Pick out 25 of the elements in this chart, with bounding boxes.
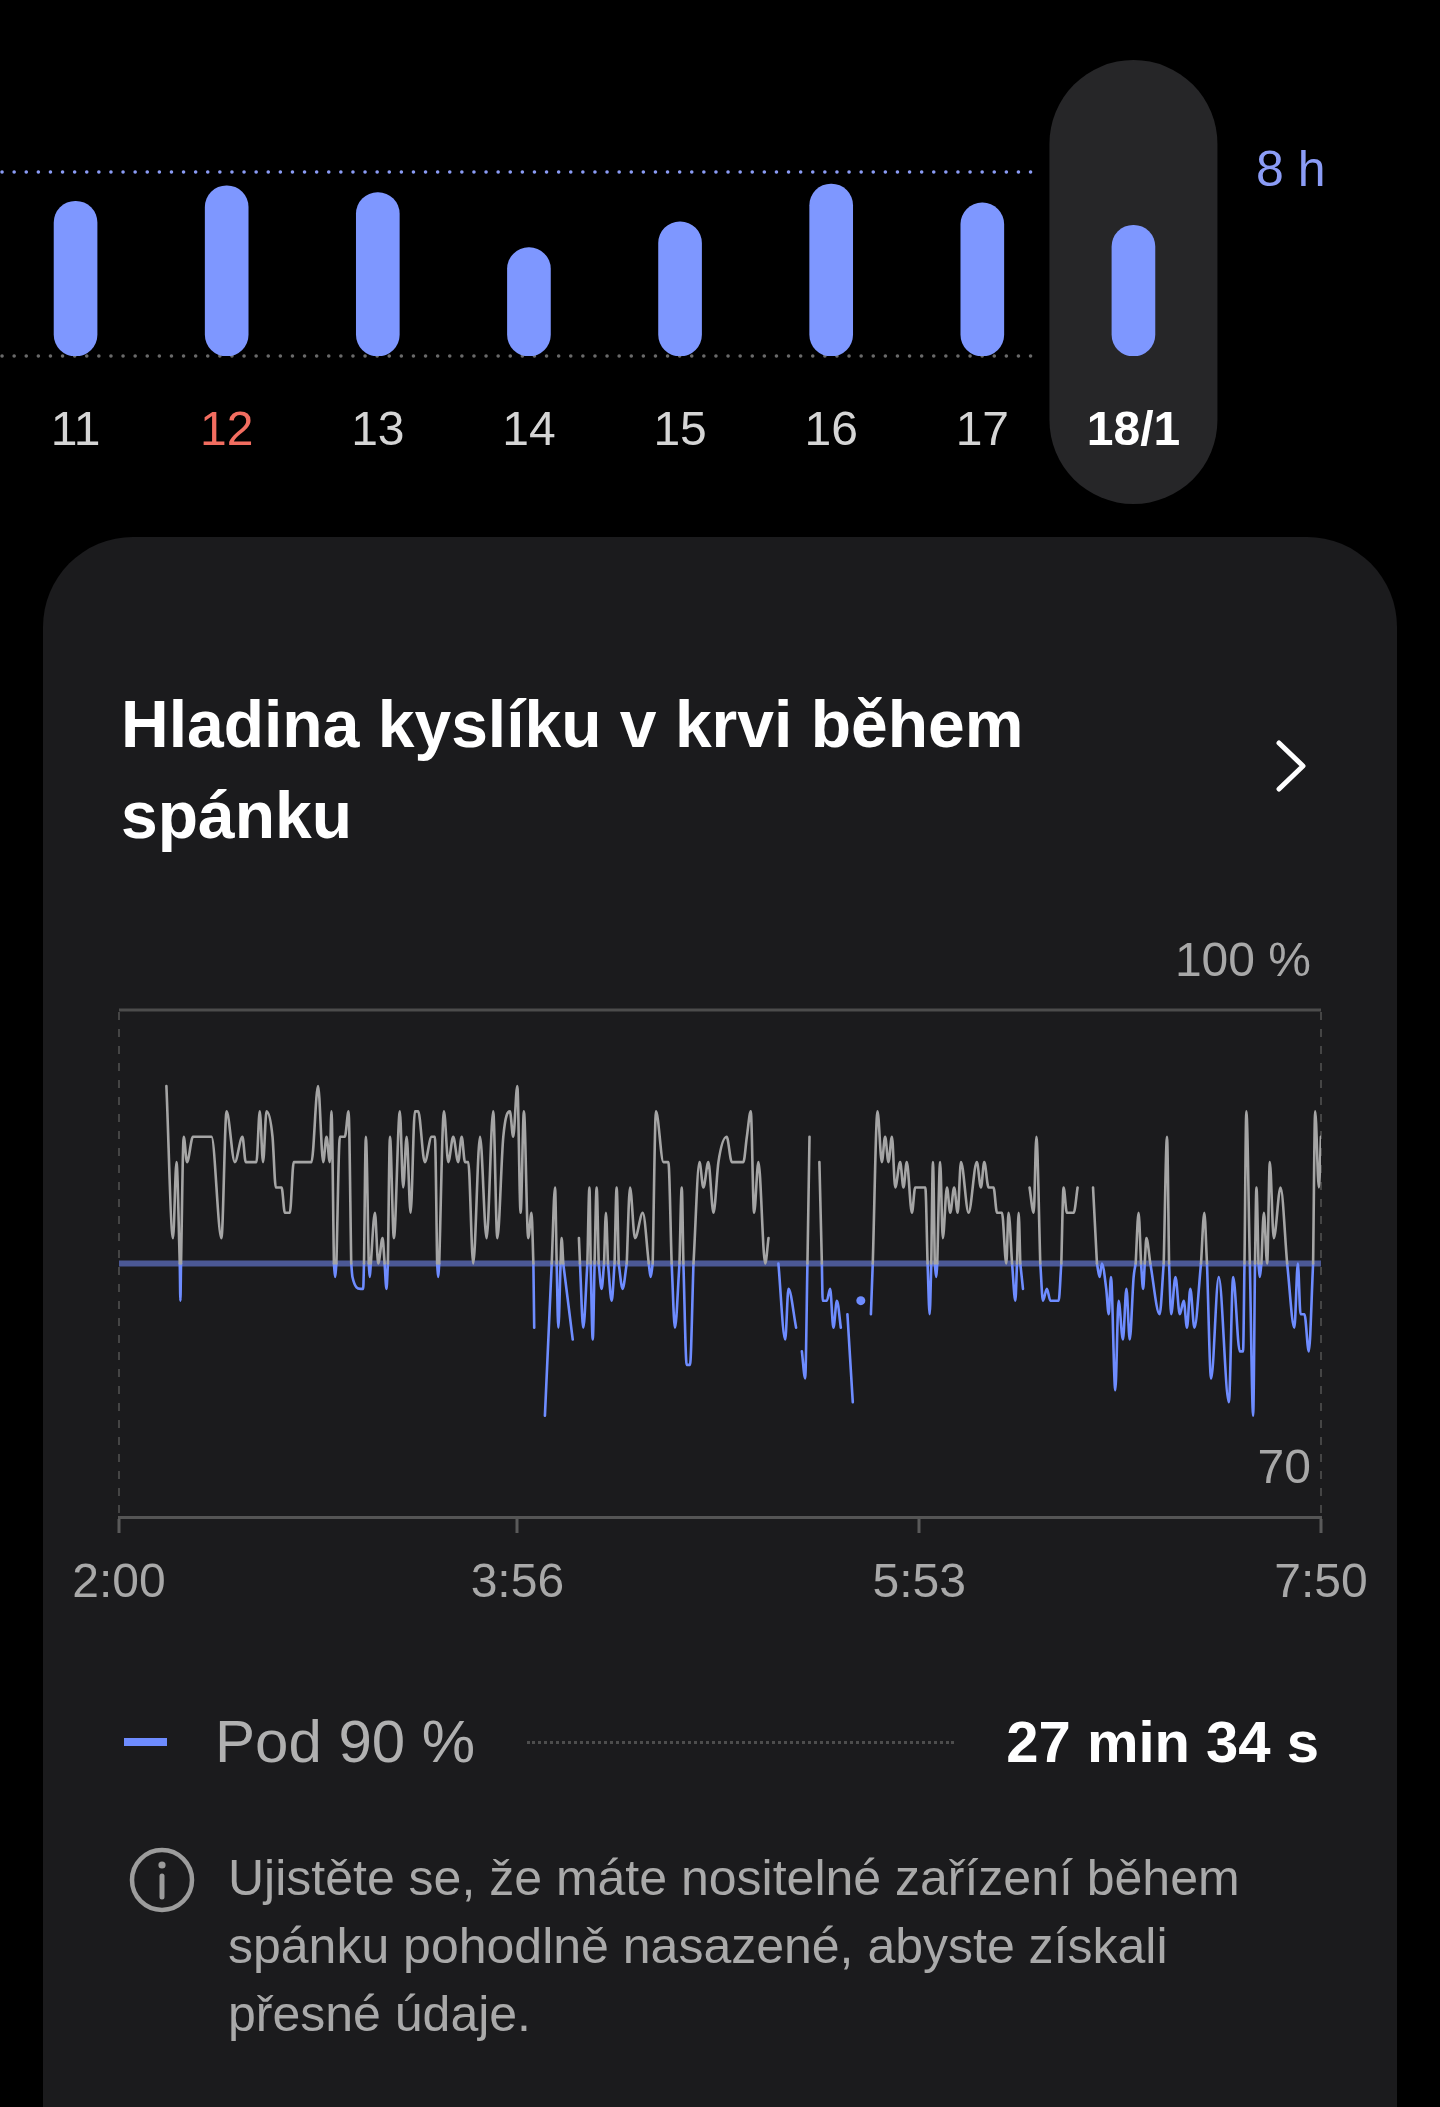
text: 27 min 34 s [1006, 1708, 1319, 1776]
bar [960, 202, 1005, 356]
bar [53, 200, 98, 356]
ref-line-label: 8 h [1256, 140, 1326, 197]
bar [355, 192, 400, 356]
text: Ujistěte se, že máte nositelné zařízení během spánku pohodlně nasazené, abyste získali přesné údaje. [228, 1849, 1241, 2044]
x-tick-label: 18/1 [1086, 402, 1181, 456]
x-tick-label: 2:00 [72, 1554, 166, 1608]
x-tick-label: 14 [502, 402, 556, 456]
x-tick-label: 7:50 [1274, 1554, 1368, 1608]
y-tick-label: 100 % [1174, 933, 1311, 987]
x-tick-label: 3:56 [470, 1554, 565, 1608]
x-tick-label: 5:53 [872, 1554, 966, 1608]
x-tick-label: 11 [50, 402, 101, 456]
chart-title: Hladina kyslíku v krvi během spánku [121, 686, 1025, 854]
bar [204, 185, 249, 356]
bar [809, 183, 854, 356]
legend-label: Pod 90 % [215, 1707, 476, 1777]
y-tick-label: 70 [1257, 1440, 1311, 1494]
x-tick-label: 15 [653, 402, 707, 456]
x-tick-label: 13 [351, 402, 405, 456]
x-tick-label: 16 [804, 402, 858, 456]
x-tick-label: 12 [199, 402, 254, 456]
x-tick-label: 17 [955, 402, 1010, 456]
bar [658, 221, 702, 356]
